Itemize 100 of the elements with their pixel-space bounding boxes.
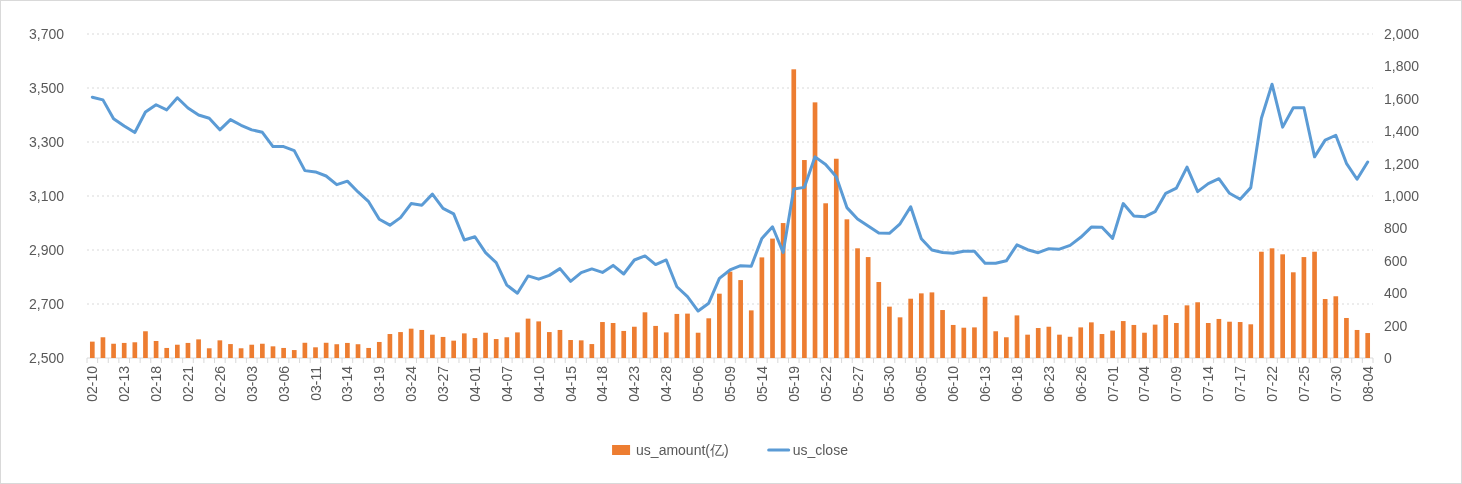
- y2-tick-label: 800: [1384, 220, 1408, 237]
- bar: [536, 321, 542, 358]
- x-tick-label: 06-05: [913, 365, 930, 402]
- legend-label: us_amount(亿): [636, 442, 729, 458]
- bar: [1365, 333, 1371, 358]
- y2-tick-label: 0: [1384, 350, 1392, 366]
- x-tick-label: 07-25: [1295, 365, 1312, 402]
- x-tick-label: 05-14: [753, 365, 770, 402]
- bar: [855, 248, 860, 358]
- x-tick-label: 07-14: [1200, 365, 1217, 402]
- bar: [493, 339, 499, 358]
- bar: [1290, 272, 1296, 358]
- line-series: [90, 82, 1370, 313]
- bar: [1280, 254, 1285, 358]
- bar: [1035, 328, 1041, 358]
- bar: [1025, 334, 1030, 358]
- bar: [143, 331, 148, 358]
- bar: [515, 332, 520, 358]
- bar: [833, 158, 839, 358]
- bar: [887, 306, 892, 358]
- x-tick-label: 05-30: [881, 365, 898, 402]
- bar: [568, 340, 573, 358]
- bar: [175, 344, 180, 358]
- bar: [121, 342, 127, 358]
- bar: [1163, 315, 1169, 358]
- bar: [483, 332, 488, 358]
- bar: [291, 350, 297, 358]
- x-tick-label: 04-23: [626, 365, 643, 402]
- x-tick-label: 04-01: [466, 365, 483, 402]
- x-tick-label: 06-10: [945, 365, 962, 402]
- bar: [632, 326, 637, 358]
- x-tick-label: 02-13: [116, 365, 133, 402]
- x-tick-label: 06-13: [977, 365, 994, 402]
- bar: [1003, 337, 1009, 358]
- y2-tick-label: 600: [1384, 252, 1408, 269]
- y2-tick-label: 1,800: [1384, 58, 1420, 75]
- bar: [770, 238, 775, 358]
- bar: [1248, 324, 1254, 358]
- y2-tick-label: 400: [1384, 285, 1408, 302]
- y2-tick-label: 1,200: [1384, 155, 1420, 172]
- y-tick-label: 2,900: [28, 242, 65, 258]
- bar: [313, 347, 318, 358]
- y-tick-label: 2,500: [28, 350, 65, 366]
- bar: [589, 344, 595, 358]
- x-tick-label: 07-22: [1264, 365, 1281, 402]
- x-tick-label: 04-15: [562, 365, 579, 402]
- bar: [961, 327, 967, 358]
- x-tick-label: 07-30: [1327, 365, 1344, 402]
- bar: [908, 298, 914, 358]
- x-tick-label: 05-09: [722, 365, 738, 402]
- x-tick-label: 02-10: [84, 365, 101, 402]
- x-tick-label: 03-19: [371, 365, 388, 402]
- bar: [1344, 317, 1349, 358]
- x-tick-label: 02-18: [148, 365, 165, 402]
- y2-tick-label: 1,000: [1384, 188, 1420, 204]
- bar: [663, 332, 669, 358]
- bar: [876, 282, 882, 358]
- y2-tick-label: 200: [1384, 317, 1408, 334]
- bar: [1057, 334, 1062, 358]
- bar: [260, 343, 265, 358]
- x-tick-label: 03-06: [275, 365, 292, 402]
- bar: [398, 332, 403, 358]
- x-tick-label: 07-01: [1104, 365, 1121, 402]
- x-tick-label: 05-22: [817, 365, 834, 402]
- x-tick-label: 06-18: [1008, 365, 1025, 402]
- x-tick-label: 02-21: [179, 365, 196, 402]
- x-tick-label: 07-17: [1232, 365, 1249, 402]
- bar: [685, 313, 690, 358]
- bar: [281, 347, 286, 358]
- bar: [1142, 332, 1147, 358]
- bar: [1333, 296, 1339, 358]
- x-tick-label: 04-28: [658, 365, 675, 402]
- bar: [111, 343, 116, 358]
- bar: [504, 337, 510, 358]
- x-tick-label: 05-19: [785, 365, 802, 402]
- x-tick-label: 02-26: [211, 365, 228, 402]
- bar: [993, 331, 999, 358]
- bar: [206, 348, 212, 358]
- bar: [376, 341, 382, 358]
- bar: [1259, 251, 1264, 358]
- bar: [164, 347, 170, 358]
- x-tick-label: 03-27: [435, 365, 452, 402]
- bar: [345, 342, 350, 358]
- bar: [1195, 302, 1200, 358]
- bar: [600, 322, 605, 358]
- x-tick-label: 08-04: [1359, 365, 1376, 402]
- bar: [1078, 327, 1084, 358]
- y-tick-label: 3,100: [28, 188, 65, 204]
- x-tick-label: 03-11: [307, 365, 324, 401]
- bar: [249, 344, 255, 358]
- x-tick-label: 06-23: [1040, 365, 1057, 402]
- y-tick-label: 3,300: [28, 134, 65, 150]
- bar: [334, 344, 340, 358]
- bar: [950, 324, 956, 358]
- x-tick-label: 05-27: [849, 365, 866, 402]
- x-tick-label: 04-10: [530, 365, 547, 402]
- bar: [823, 203, 828, 358]
- bar: [1120, 321, 1126, 358]
- bar: [1205, 323, 1211, 358]
- bar: [1174, 323, 1179, 358]
